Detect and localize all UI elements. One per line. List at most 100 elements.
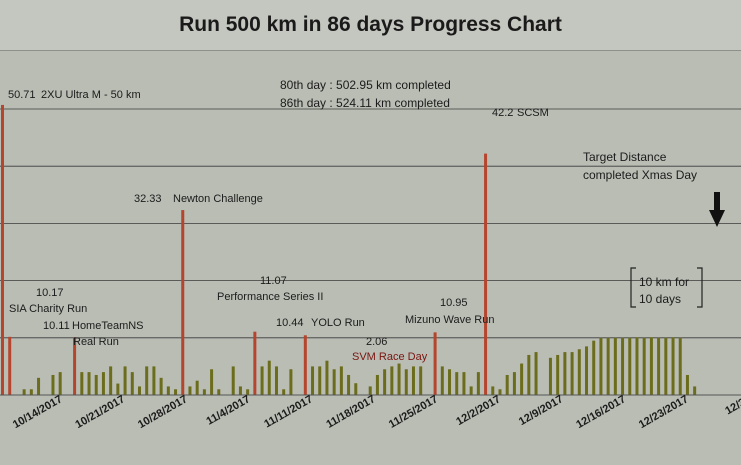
x-tick-label: 11/11/2017	[262, 393, 315, 430]
bar	[37, 377, 41, 395]
bar	[592, 340, 596, 395]
bar	[87, 372, 91, 395]
annotation-label: YOLO Run	[311, 317, 365, 329]
annotation-value: 10.44	[276, 317, 304, 329]
x-tick-label: 12/23/2017	[637, 393, 691, 431]
tenkm-note-line1: 10 km for	[639, 275, 689, 289]
bar	[29, 389, 33, 395]
bar	[577, 349, 581, 395]
bar	[455, 372, 459, 395]
x-tick-label: 10/28/2017	[136, 393, 190, 431]
bar	[202, 389, 206, 395]
bar	[397, 363, 401, 395]
bar	[101, 372, 105, 395]
bar	[109, 366, 113, 395]
bar	[498, 389, 502, 395]
x-tick-label: 12/16/2017	[574, 393, 628, 431]
bar	[404, 369, 408, 395]
bar	[570, 352, 574, 395]
bar	[448, 369, 452, 395]
bar	[94, 374, 98, 395]
bar	[505, 374, 509, 395]
bar	[260, 366, 264, 395]
bar	[599, 337, 603, 395]
bar	[318, 366, 322, 395]
annotation-value: 11.07	[260, 275, 287, 287]
bar	[621, 337, 625, 395]
bar	[137, 386, 141, 395]
bar	[613, 337, 617, 395]
bar	[390, 366, 394, 395]
bar-annotations: 50.71 2XU Ultra M - 50 km 10.17 SIA Charity…	[8, 89, 549, 363]
annotation-label: SVM Race Day	[352, 351, 428, 363]
race-bar	[253, 331, 257, 395]
bar	[152, 366, 156, 395]
bar	[685, 374, 689, 395]
bar	[116, 383, 120, 395]
annotation-label: SCSM	[517, 107, 549, 119]
race-bar	[8, 336, 12, 395]
bar	[657, 337, 661, 395]
target-note-line1: Target Distance	[583, 150, 667, 164]
day80-note: 80th day : 502.95 km completed	[280, 78, 451, 92]
bar	[311, 366, 315, 395]
bar	[527, 354, 531, 395]
bar	[22, 389, 26, 395]
target-note-line2: completed Xmas Day	[583, 168, 697, 182]
bar	[642, 337, 646, 395]
annotation-label: Newton Challenge	[173, 193, 263, 205]
bar	[462, 372, 466, 395]
bar	[51, 374, 55, 395]
bar	[411, 366, 415, 395]
race-bar	[484, 153, 488, 395]
bar	[628, 337, 632, 395]
x-tick-label: 10/21/2017	[73, 393, 127, 431]
annotation-label: SIA Charity Run	[9, 303, 87, 315]
bar	[246, 389, 250, 395]
chart-title-box: Run 500 km in 86 days Progress Chart	[0, 0, 741, 51]
annotation-value: 2.06	[366, 336, 387, 348]
bar	[267, 360, 271, 395]
day86-note: 86th day : 524.11 km completed	[280, 96, 450, 110]
bar	[491, 386, 495, 395]
bar	[282, 389, 286, 395]
bar	[210, 369, 214, 395]
annotation-value: 32.33	[134, 193, 162, 205]
bar	[166, 386, 170, 395]
annotation-value: 10.11	[43, 320, 70, 332]
bar	[664, 337, 668, 395]
bar	[347, 374, 351, 395]
chart-title: Run 500 km in 86 days Progress Chart	[179, 13, 562, 36]
bar	[58, 372, 62, 395]
annotation-label: 2XU Ultra M - 50 km	[41, 89, 141, 101]
x-tick-labels: 10/14/2017 10/21/2017 10/28/2017 11/4/2017 1…	[11, 393, 741, 431]
bar	[512, 372, 516, 395]
bar	[339, 366, 343, 395]
tenkm-note-line2: 10 days	[639, 292, 681, 306]
x-tick-label: 12/9/2017	[517, 393, 565, 428]
bar	[159, 377, 163, 395]
down-arrow-icon	[709, 192, 725, 227]
bar	[332, 369, 336, 395]
annotation-label: HomeTeamNS	[72, 320, 144, 332]
race-bar	[303, 335, 307, 395]
bar	[195, 380, 199, 395]
bar	[693, 386, 697, 395]
bar	[563, 352, 567, 395]
bar	[606, 337, 610, 395]
race-bar	[73, 337, 77, 395]
x-tick-label: 11/18/2017	[324, 393, 377, 431]
x-tick-label: 10/14/2017	[11, 393, 65, 431]
bar	[520, 363, 524, 395]
bar	[325, 360, 329, 395]
bar	[289, 369, 293, 395]
bar	[130, 372, 134, 395]
bar	[534, 352, 538, 395]
bar	[649, 337, 653, 395]
race-bar	[433, 332, 437, 395]
race-bar	[1, 104, 4, 396]
bar	[678, 337, 682, 395]
bar	[635, 337, 639, 395]
bar	[548, 357, 552, 395]
